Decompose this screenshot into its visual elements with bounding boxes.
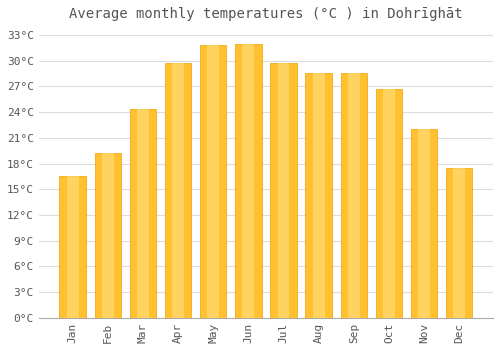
- Bar: [306, 72, 332, 318]
- Bar: [172, 63, 184, 318]
- Title: Average monthly temperatures (°C ) in Dohrīghāt: Average monthly temperatures (°C ) in Do…: [69, 7, 462, 21]
- Bar: [137, 110, 149, 318]
- Bar: [102, 153, 114, 318]
- Bar: [208, 45, 219, 318]
- Bar: [60, 176, 86, 318]
- Bar: [383, 89, 395, 318]
- Bar: [278, 63, 289, 318]
- Bar: [411, 129, 438, 318]
- Bar: [454, 168, 465, 318]
- Bar: [312, 72, 324, 318]
- Bar: [340, 74, 367, 318]
- Bar: [242, 44, 254, 318]
- Bar: [348, 74, 360, 318]
- Bar: [66, 176, 78, 318]
- Bar: [165, 63, 191, 318]
- Bar: [235, 44, 262, 318]
- Bar: [376, 89, 402, 318]
- Bar: [200, 45, 226, 318]
- Bar: [94, 153, 121, 318]
- Bar: [130, 110, 156, 318]
- Bar: [418, 129, 430, 318]
- Bar: [270, 63, 296, 318]
- Bar: [446, 168, 472, 318]
